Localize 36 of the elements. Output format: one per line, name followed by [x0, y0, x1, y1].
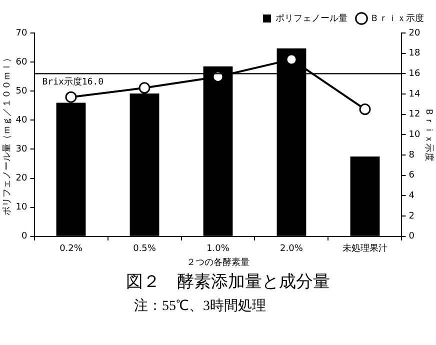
- point: [359, 104, 371, 116]
- y-tick-label: 60: [16, 57, 28, 68]
- y2-tick-label: 18: [408, 48, 420, 59]
- x-tick-label: 1.0%: [206, 244, 230, 254]
- point: [286, 54, 298, 66]
- point: [138, 82, 150, 94]
- y2-tick-label: 14: [408, 89, 420, 100]
- x-tick-label: 0.5%: [133, 244, 156, 254]
- y-tick-label: 70: [16, 28, 28, 38]
- y2-tick-label: 16: [408, 69, 420, 80]
- point: [65, 91, 77, 103]
- y2-tick-label: 20: [408, 28, 420, 38]
- y2-tick-label: 6: [408, 170, 415, 181]
- y-tick-label: 40: [16, 116, 28, 126]
- y-tick-label: 50: [16, 86, 28, 96]
- x-tick-label: 0.2%: [60, 244, 83, 254]
- x-tick-label: 未処理果汁: [342, 243, 388, 254]
- x-axis-title: ２つの各酵素量: [186, 256, 250, 268]
- y2-tick-label: 0: [408, 232, 415, 242]
- y2-tick-label: 4: [408, 191, 415, 202]
- y2-tick-label: 12: [408, 110, 420, 120]
- y2-tick-label: 10: [408, 130, 420, 140]
- y-axis-title: ポリフェノール量（ｍｇ／１００ｍｌ）: [2, 54, 13, 216]
- legend-label: Ｂｒｉｘ示度: [370, 12, 424, 24]
- legend-label: ポリフェノール量: [276, 12, 348, 24]
- y-tick-label: 20: [16, 174, 28, 184]
- y-tick-label: 10: [16, 202, 28, 213]
- y2-tick-label: 2: [408, 211, 414, 222]
- y2-axis-title: Ｂｒｉｘ示度: [423, 108, 434, 162]
- x-tick-label: 2.0%: [280, 244, 304, 254]
- y-tick-label: 0: [22, 232, 28, 242]
- text: 図２ 酵素添加量と成分量: [125, 271, 331, 293]
- y2-tick-label: 8: [408, 150, 415, 160]
- ref-line-label: Brix示度16.0: [42, 76, 104, 88]
- y-tick-label: 30: [16, 144, 28, 155]
- text: 注：55℃、3時間処理: [134, 297, 267, 315]
